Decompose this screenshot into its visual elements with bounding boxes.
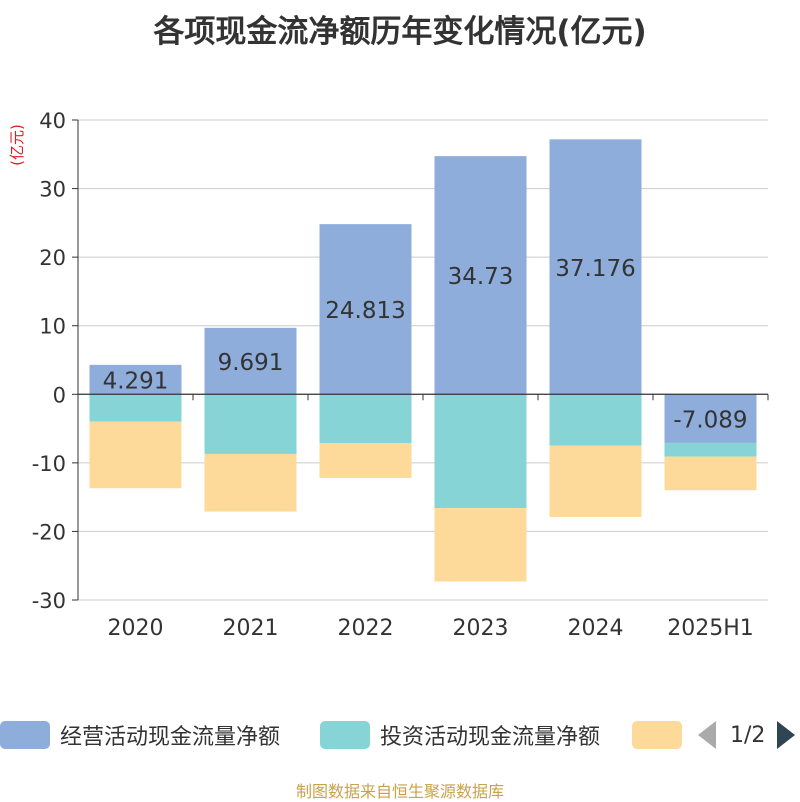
data-label: 4.291 — [103, 369, 169, 395]
y-axis-unit-label: (亿元) — [8, 124, 26, 166]
legend-swatch-operating — [0, 721, 50, 749]
legend-swatch-investing — [320, 721, 370, 749]
y-tick-label: -30 — [32, 589, 66, 613]
bar-financing — [549, 445, 642, 518]
data-label: 24.813 — [325, 298, 405, 324]
x-tick-label: 2020 — [108, 616, 164, 641]
data-source-note: 制图数据来自恒生聚源数据库 — [295, 782, 504, 801]
bar-investing — [89, 394, 182, 422]
y-tick-label: 40 — [39, 109, 66, 133]
bar-financing — [319, 442, 412, 478]
legend-next-icon[interactable] — [777, 721, 796, 749]
y-tick-label: 20 — [39, 246, 66, 270]
y-tick-label: 10 — [39, 315, 66, 339]
y-tick-label: 0 — [53, 383, 66, 407]
y-tick-label: 30 — [39, 178, 66, 202]
bar-financing — [434, 508, 527, 582]
bar-investing — [434, 394, 527, 509]
data-label: 37.176 — [555, 256, 635, 282]
bar-investing — [549, 394, 642, 446]
y-tick-label: -10 — [32, 452, 66, 476]
x-tick-label: 2022 — [338, 616, 394, 641]
legend: 经营活动现金流量净额 投资活动现金流量净额 — [0, 716, 800, 756]
x-tick-label: 2021 — [223, 616, 279, 641]
legend-prev-icon[interactable] — [698, 721, 716, 749]
data-label: 9.691 — [218, 350, 284, 376]
bar-investing — [204, 394, 297, 454]
bar-operating — [89, 364, 182, 395]
legend-pager: 1/2 — [698, 716, 796, 754]
x-tick-label: 2025H1 — [667, 616, 754, 641]
bar-chart: 40 30 20 10 0 -10 -20 -30 2020 2021 2022 2023 2024 20… — [8, 109, 769, 641]
bar-investing — [319, 394, 412, 443]
bar-operating — [204, 327, 297, 395]
legend-item-financing[interactable] — [632, 716, 682, 754]
legend-label-investing: 投资活动现金流量净额 — [380, 725, 601, 750]
data-label: -7.089 — [673, 408, 747, 434]
x-tick-label: 2024 — [568, 616, 624, 641]
chart-title: 各项现金流净额历年变化情况(亿元) — [153, 14, 647, 50]
data-label: 34.73 — [448, 264, 514, 290]
legend-item-operating[interactable]: 经营活动现金流量净额 — [0, 716, 280, 754]
bar-operating — [664, 394, 757, 443]
bar-investing — [664, 442, 757, 457]
bar-operating — [434, 156, 527, 395]
x-tick-label: 2023 — [453, 616, 509, 641]
bar-financing — [204, 453, 297, 512]
bar-operating — [549, 139, 642, 395]
bar-operating — [319, 224, 412, 395]
y-tick-label: -20 — [32, 520, 66, 544]
legend-label-operating: 经营活动现金流量净额 — [60, 725, 281, 750]
bar-financing — [89, 421, 182, 489]
bar-financing — [664, 456, 757, 491]
legend-swatch-financing — [632, 721, 682, 749]
legend-item-investing[interactable]: 投资活动现金流量净额 — [320, 716, 600, 754]
legend-page-indicator: 1/2 — [730, 722, 766, 748]
